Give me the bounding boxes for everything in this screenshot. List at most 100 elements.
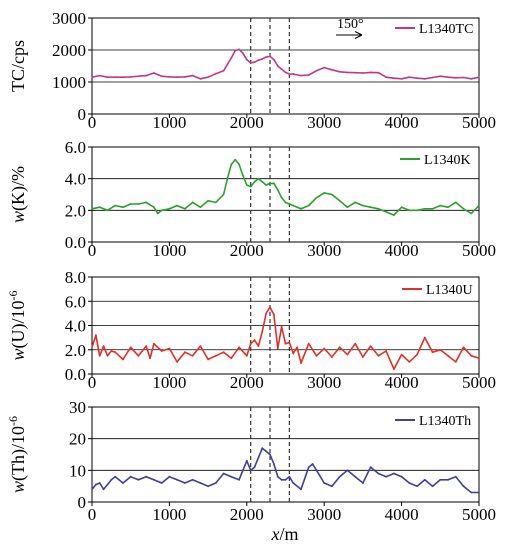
data-point	[257, 345, 260, 348]
x-axis-label-italic: x	[270, 524, 279, 544]
data-point	[191, 201, 194, 204]
data-point	[199, 206, 202, 209]
data-point	[207, 199, 210, 202]
data-point	[214, 482, 217, 484]
data-point	[160, 75, 163, 78]
series-line	[91, 306, 480, 370]
data-point	[288, 341, 291, 344]
y-tick-label: 4.0	[65, 170, 86, 189]
data-point	[137, 354, 140, 357]
data-point	[257, 456, 260, 459]
data-point	[114, 76, 117, 79]
data-point	[245, 354, 248, 357]
data-point	[377, 207, 380, 210]
data-point	[362, 482, 364, 484]
y-axis-label-italic: w	[8, 481, 28, 493]
data-point	[222, 69, 225, 72]
y-axis-label-superscript: -6	[6, 416, 20, 426]
y-tick-label: 0	[78, 105, 87, 124]
y-tick-label: 0.0	[65, 233, 86, 252]
y-axis-label: w(K)/%	[8, 166, 29, 223]
x-tick-label: 3000	[307, 241, 341, 260]
data-point	[447, 76, 449, 79]
data-point	[245, 58, 248, 61]
data-point	[323, 192, 326, 194]
data-point	[431, 76, 434, 79]
data-point	[153, 206, 155, 209]
x-axis-label: x/m	[270, 524, 298, 544]
data-point	[269, 55, 271, 58]
y-tick-label: 0	[78, 493, 87, 512]
data-point	[284, 342, 287, 345]
x-tick-label: 3000	[307, 113, 341, 132]
data-point	[168, 347, 171, 350]
legend-label: L1340U	[426, 283, 473, 298]
data-point	[145, 475, 148, 478]
x-tick-label: 1000	[152, 241, 186, 260]
data-point	[331, 485, 333, 488]
data-point	[400, 475, 403, 478]
data-point	[423, 478, 426, 481]
data-point	[439, 204, 442, 207]
data-point	[261, 180, 264, 183]
data-point	[91, 207, 93, 210]
data-point	[454, 76, 457, 79]
data-point	[315, 196, 318, 199]
data-point	[462, 76, 465, 79]
data-point	[269, 306, 271, 309]
data-point	[423, 77, 426, 80]
data-point	[462, 207, 465, 210]
data-point	[478, 76, 480, 79]
y-axis-label-text: (K)/%	[8, 166, 29, 211]
direction-arrow-head	[354, 31, 363, 39]
data-point	[369, 345, 372, 348]
y-tick-label: 3000	[52, 9, 86, 28]
data-point	[114, 351, 117, 354]
data-point	[470, 77, 473, 80]
data-point	[470, 491, 473, 494]
y-axis-label-text: (U)/10	[8, 300, 29, 348]
data-point	[416, 485, 418, 488]
data-point	[478, 204, 480, 207]
data-point	[238, 163, 240, 166]
x-tick-label: 2000	[230, 373, 264, 392]
data-point	[261, 447, 264, 450]
data-point	[249, 61, 252, 64]
x-tick-label: 4000	[385, 241, 419, 260]
data-point	[238, 478, 240, 481]
data-point	[230, 475, 233, 478]
data-point	[222, 472, 225, 475]
data-point	[122, 482, 124, 484]
data-point	[183, 207, 186, 210]
data-point	[257, 59, 260, 62]
y-axis-label: TC/cps	[8, 40, 28, 92]
data-point	[300, 207, 302, 210]
series-line	[91, 158, 480, 216]
data-point	[145, 201, 148, 204]
y-tick-label: 8.0	[65, 268, 86, 287]
data-point	[276, 65, 279, 67]
y-tick-label: 20	[69, 430, 86, 449]
data-point	[106, 354, 109, 357]
data-point	[245, 459, 248, 462]
y-tick-label: 2000	[52, 41, 86, 60]
data-point	[284, 478, 287, 481]
data-point	[354, 342, 357, 345]
y-axis-label: w(U)/10-6	[6, 290, 29, 360]
data-point	[265, 184, 268, 186]
data-point	[284, 71, 287, 74]
data-point	[362, 356, 364, 358]
data-point	[439, 75, 442, 78]
data-point	[137, 75, 140, 78]
data-point	[454, 360, 457, 363]
data-point	[354, 475, 357, 478]
y-axis-label-italic: w	[8, 211, 28, 223]
data-point	[284, 201, 287, 204]
legend-label: L1340Th	[419, 414, 471, 429]
data-point	[137, 478, 140, 481]
data-point	[431, 485, 434, 488]
data-point	[439, 348, 442, 351]
data-point	[145, 74, 148, 77]
data-point	[156, 212, 159, 215]
data-point	[207, 76, 210, 79]
